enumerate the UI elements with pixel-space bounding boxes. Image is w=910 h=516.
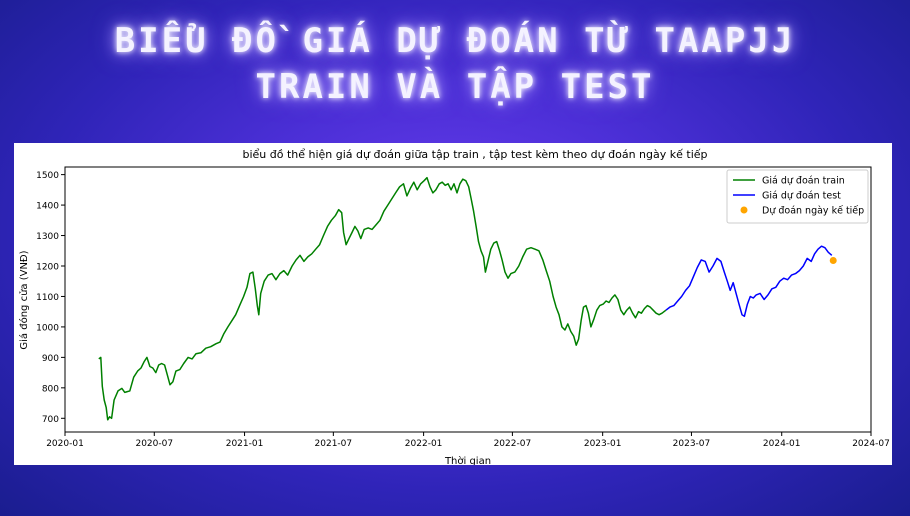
x-tick-label: 2021-01 — [226, 439, 264, 449]
legend-forecast-label: Dự đoán ngày kế tiếp — [762, 206, 864, 217]
x-tick-label: 2023-07 — [673, 439, 711, 449]
x-tick-label: 2020-01 — [46, 439, 84, 449]
y-axis: 700 800 900 1000 1100 1200 1300 1400 1500 — [36, 171, 65, 425]
x-tick-label: 2024-07 — [852, 439, 890, 449]
y-axis-label: Giá đóng cửa (VNĐ) — [18, 250, 30, 349]
x-tick-label: 2023-01 — [584, 439, 622, 449]
headline: BIỂU ĐỒ GIÁ DỰ ĐOÁN TỪ TAAPJJ TRAIN VÀ T… — [0, 18, 910, 110]
y-tick-label: 1400 — [36, 202, 59, 212]
y-tick-label: 800 — [42, 384, 59, 394]
y-tick-label: 900 — [42, 354, 59, 364]
y-tick-label: 1200 — [36, 262, 59, 272]
train-series-line — [98, 176, 667, 421]
y-tick-label: 1500 — [36, 171, 59, 181]
y-tick-label: 1100 — [36, 293, 59, 303]
y-tick-label: 1300 — [36, 232, 59, 242]
x-axis-label: Thời gian — [444, 455, 491, 465]
legend: Giá dự đoán train Giá dự đoán test Dự đo… — [726, 169, 869, 224]
legend-train-label: Giá dự đoán train — [762, 176, 845, 187]
x-tick-label: 2024-01 — [763, 439, 801, 449]
price-chart: biểu đồ thể hiện giá dự đoán giữa tập tr… — [18, 148, 890, 467]
legend-box — [726, 169, 869, 224]
x-tick-label: 2022-07 — [494, 439, 532, 449]
headline-line-1: BIỂU ĐỒ GIÁ DỰ ĐOÁN TỪ TAAPJJ — [114, 21, 796, 61]
headline-line-2: TRAIN VÀ TẬP TEST — [255, 67, 655, 107]
x-axis: 2020-01 2020-07 2021-01 2021-07 2022-01 2022-… — [46, 432, 890, 449]
plot-frame — [64, 166, 872, 433]
test-series-line — [665, 245, 833, 318]
x-tick-label: 2020-07 — [135, 439, 173, 449]
series-layer — [98, 176, 837, 421]
legend-forecast-swatch — [740, 206, 748, 214]
chart-card: biểu đồ thể hiện giá dự đoán giữa tập tr… — [14, 143, 892, 467]
x-tick-label: 2021-07 — [315, 439, 353, 449]
y-tick-label: 700 — [42, 415, 59, 425]
forecast-point — [829, 257, 837, 265]
y-tick-label: 1000 — [36, 323, 59, 333]
chart-title: biểu đồ thể hiện giá dự đoán giữa tập tr… — [242, 148, 707, 161]
legend-test-label: Giá dự đoán test — [762, 191, 841, 202]
x-tick-label: 2022-01 — [405, 439, 443, 449]
